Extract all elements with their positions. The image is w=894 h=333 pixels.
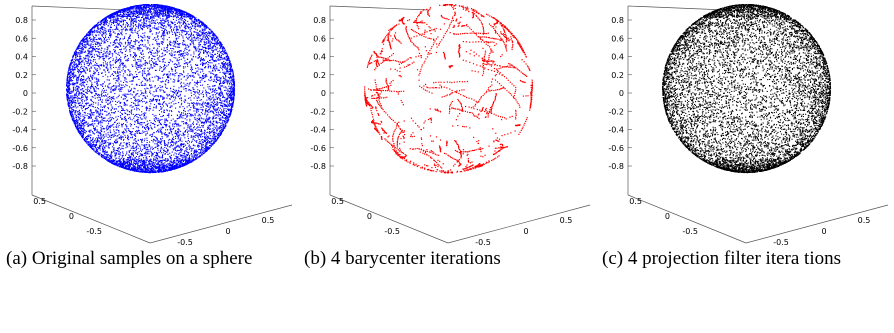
caption-b: (b) 4 barycenter iterations — [304, 245, 594, 272]
z-tick-label: -0.2 — [12, 107, 28, 116]
x-tick-label: 0 — [665, 212, 670, 221]
z-tick-label: -0.6 — [608, 144, 624, 153]
z-tick-label: 0.8 — [15, 16, 28, 25]
y-tick-label: 0.5 — [262, 216, 275, 225]
z-tick-label: 0 — [321, 89, 326, 98]
scatter-plot-a: 0.8 0.6 0.4 0.2 0 -0.2 -0.4 -0.6 -0.8 0.5 0 -0.5 -0.… — [12, 4, 293, 245]
axes-box: 0.8 0.6 0.4 0.2 0 -0.2 -0.4 -0.6 -0.8 0.5 0 -0.5 -0.… — [608, 5, 889, 245]
back-top-line — [329, 5, 429, 11]
y-tick-label: 0.5 — [858, 216, 871, 225]
caption-c-label: (c) — [602, 248, 623, 269]
z-tick-label: 0 — [23, 89, 28, 98]
x-tick-label: 0.5 — [33, 197, 46, 206]
caption-c-text: 4 projection filter itera tions — [628, 248, 841, 269]
z-tick-label: 0.6 — [611, 34, 624, 43]
panel-c: 0.8 0.6 0.4 0.2 0 -0.2 -0.4 -0.6 -0.8 0.5 0 -0.5 -0.… — [596, 0, 894, 333]
z-tick-label: -0.2 — [608, 107, 624, 116]
z-tick-label: -0.4 — [608, 126, 624, 135]
y-tick-label: -0.5 — [773, 238, 789, 245]
z-tick-label: 0.4 — [15, 53, 28, 62]
back-top-line — [31, 5, 131, 11]
z-tick-label: 0.8 — [611, 16, 624, 25]
z-tick-label: 0.4 — [611, 53, 624, 62]
panel-a: 0.8 0.6 0.4 0.2 0 -0.2 -0.4 -0.6 -0.8 0.5 0 -0.5 -0.… — [0, 0, 298, 333]
panel-b: 0.8 0.6 0.4 0.2 0 -0.2 -0.4 -0.6 -0.8 0.5 0 -0.5 -0.… — [298, 0, 596, 333]
axes-box: 0.8 0.6 0.4 0.2 0 -0.2 -0.4 -0.6 -0.8 0.5 0 -0.5 -0.… — [12, 5, 293, 245]
z-tick-label: -0.8 — [608, 162, 624, 171]
caption-a: (a) Original samples on a sphere — [6, 245, 296, 272]
caption-a-text: Original samples on a sphere — [32, 248, 253, 269]
y-axis-line — [447, 204, 591, 244]
x-axis-line — [31, 194, 151, 244]
x-tick-label: 0.5 — [331, 197, 344, 206]
z-tick-label: 0.4 — [313, 53, 326, 62]
caption-c: (c) 4 projection filter itera tions — [602, 245, 892, 272]
scatter-plot-b: 0.8 0.6 0.4 0.2 0 -0.2 -0.4 -0.6 -0.8 0.5 0 -0.5 -0.… — [310, 4, 591, 245]
z-tick-label: -0.4 — [310, 126, 326, 135]
z-tick-label: 0 — [619, 89, 624, 98]
scatter-points — [66, 4, 235, 174]
x-tick-label: 0 — [69, 212, 74, 221]
z-tick-label: 0.6 — [313, 34, 326, 43]
z-tick-label: -0.6 — [310, 144, 326, 153]
z-tick-label: -0.6 — [12, 144, 28, 153]
z-tick-label: 0.2 — [611, 71, 624, 80]
z-tick-label: 0.2 — [15, 71, 28, 80]
axes-box: 0.8 0.6 0.4 0.2 0 -0.2 -0.4 -0.6 -0.8 0.5 0 -0.5 -0.… — [310, 5, 591, 245]
x-tick-label: -0.5 — [682, 227, 698, 236]
y-axis-line — [149, 204, 293, 244]
z-tick-label: 0.8 — [313, 16, 326, 25]
z-tick-label: -0.4 — [12, 126, 28, 135]
caption-b-text: 4 barycenter iterations — [331, 248, 501, 269]
y-axis-line — [745, 204, 889, 244]
caption-b-label: (b) — [304, 248, 326, 269]
caption-a-label: (a) — [6, 248, 27, 269]
scatter-plot-c: 0.8 0.6 0.4 0.2 0 -0.2 -0.4 -0.6 -0.8 0.5 0 -0.5 -0.… — [608, 4, 889, 245]
x-axis-line — [329, 194, 449, 244]
x-tick-label: 0.5 — [629, 197, 642, 206]
x-axis-line — [627, 194, 747, 244]
z-tick-label: -0.2 — [310, 107, 326, 116]
z-tick-label: 0.6 — [15, 34, 28, 43]
back-top-line — [627, 5, 727, 11]
z-tick-label: 0.2 — [313, 71, 326, 80]
scatter-points — [364, 4, 533, 174]
x-tick-label: -0.5 — [86, 227, 102, 236]
y-tick-label: -0.5 — [177, 238, 193, 245]
scatter-points — [662, 4, 832, 174]
y-tick-label: 0 — [523, 227, 528, 236]
z-tick-label: -0.8 — [310, 162, 326, 171]
y-tick-label: -0.5 — [475, 238, 491, 245]
y-tick-label: 0 — [821, 227, 826, 236]
x-tick-label: -0.5 — [384, 227, 400, 236]
y-tick-label: 0 — [225, 227, 230, 236]
z-tick-label: -0.8 — [12, 162, 28, 171]
y-tick-label: 0.5 — [560, 216, 573, 225]
x-tick-label: 0 — [367, 212, 372, 221]
